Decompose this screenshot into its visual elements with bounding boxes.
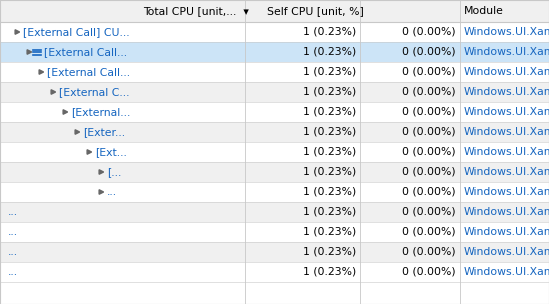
- Bar: [0, 122, 549, 142]
- Text: 0 (0.00%): 0 (0.00%): [402, 47, 456, 57]
- Text: [...: [...: [107, 167, 121, 177]
- Text: 0 (0.00%): 0 (0.00%): [402, 207, 456, 217]
- Bar: [0, 182, 549, 202]
- Text: 1 (0.23%): 1 (0.23%): [302, 247, 356, 257]
- Text: Windows.UI.Xaml....: Windows.UI.Xaml....: [464, 227, 549, 237]
- Bar: [0, 22, 549, 42]
- Text: ...: ...: [8, 247, 18, 257]
- Polygon shape: [87, 150, 92, 154]
- Bar: [0, 0, 549, 22]
- Text: ...: ...: [8, 267, 18, 277]
- Text: ...: ...: [8, 227, 18, 237]
- Text: 1 (0.23%): 1 (0.23%): [302, 47, 356, 57]
- Text: Windows.UI.Xaml....: Windows.UI.Xaml....: [464, 27, 549, 37]
- Text: 1 (0.23%): 1 (0.23%): [302, 207, 356, 217]
- Text: Windows.UI.Xaml....: Windows.UI.Xaml....: [464, 167, 549, 177]
- Text: [External Call...: [External Call...: [47, 67, 130, 77]
- Text: [External Call...: [External Call...: [44, 47, 127, 57]
- Text: 0 (0.00%): 0 (0.00%): [402, 267, 456, 277]
- Text: 1 (0.23%): 1 (0.23%): [302, 27, 356, 37]
- Bar: [0, 42, 549, 62]
- Text: Windows.UI.Xaml....: Windows.UI.Xaml....: [464, 247, 549, 257]
- Polygon shape: [15, 30, 20, 34]
- Text: Windows.UI.Xaml....: Windows.UI.Xaml....: [464, 107, 549, 117]
- Text: 0 (0.00%): 0 (0.00%): [402, 147, 456, 157]
- Polygon shape: [63, 110, 68, 114]
- Text: 1 (0.23%): 1 (0.23%): [302, 107, 356, 117]
- Bar: [0, 262, 549, 282]
- Text: 1 (0.23%): 1 (0.23%): [302, 87, 356, 97]
- Text: [External...: [External...: [71, 107, 130, 117]
- Text: 1 (0.23%): 1 (0.23%): [302, 127, 356, 137]
- Bar: [0, 222, 549, 242]
- Text: 0 (0.00%): 0 (0.00%): [402, 87, 456, 97]
- Text: [External Call] CU...: [External Call] CU...: [23, 27, 130, 37]
- Text: 1 (0.23%): 1 (0.23%): [302, 267, 356, 277]
- Bar: [0, 162, 549, 182]
- Text: [External C...: [External C...: [59, 87, 130, 97]
- Text: Module: Module: [464, 6, 504, 16]
- Polygon shape: [39, 70, 43, 74]
- Bar: [0, 102, 549, 122]
- Text: 1 (0.23%): 1 (0.23%): [302, 67, 356, 77]
- Bar: [0, 142, 549, 162]
- Text: [Exter...: [Exter...: [83, 127, 125, 137]
- Text: Self CPU [unit, %]: Self CPU [unit, %]: [267, 6, 364, 16]
- Text: 0 (0.00%): 0 (0.00%): [402, 107, 456, 117]
- Polygon shape: [51, 90, 55, 94]
- Text: 0 (0.00%): 0 (0.00%): [402, 227, 456, 237]
- Text: 1 (0.23%): 1 (0.23%): [302, 167, 356, 177]
- Bar: [0, 82, 549, 102]
- Text: Windows.UI.Xaml....: Windows.UI.Xaml....: [464, 207, 549, 217]
- Text: Windows.UI.Xaml....: Windows.UI.Xaml....: [464, 187, 549, 197]
- Text: 1 (0.23%): 1 (0.23%): [302, 147, 356, 157]
- Text: Windows.UI.Xaml....: Windows.UI.Xaml....: [464, 87, 549, 97]
- Text: ...: ...: [107, 187, 117, 197]
- Bar: [0, 242, 549, 262]
- Text: 0 (0.00%): 0 (0.00%): [402, 127, 456, 137]
- Text: Windows.UI.Xaml....: Windows.UI.Xaml....: [464, 147, 549, 157]
- Text: Windows.UI.Xaml....: Windows.UI.Xaml....: [464, 127, 549, 137]
- Text: 0 (0.00%): 0 (0.00%): [402, 187, 456, 197]
- Polygon shape: [99, 190, 104, 194]
- Text: Windows.UI.Xaml....: Windows.UI.Xaml....: [464, 47, 549, 57]
- Polygon shape: [75, 130, 80, 134]
- Text: 0 (0.00%): 0 (0.00%): [402, 67, 456, 77]
- Text: Windows.UI.Xaml....: Windows.UI.Xaml....: [464, 67, 549, 77]
- Text: 1 (0.23%): 1 (0.23%): [302, 227, 356, 237]
- Text: Windows.UI.Xaml....: Windows.UI.Xaml....: [464, 267, 549, 277]
- Text: 1 (0.23%): 1 (0.23%): [302, 187, 356, 197]
- Polygon shape: [99, 170, 104, 174]
- Text: 0 (0.00%): 0 (0.00%): [402, 27, 456, 37]
- Polygon shape: [27, 50, 32, 54]
- Bar: [0, 62, 549, 82]
- Bar: [0, 202, 549, 222]
- Text: Total CPU [unit,...  ▾: Total CPU [unit,... ▾: [143, 6, 249, 16]
- Text: 0 (0.00%): 0 (0.00%): [402, 167, 456, 177]
- Text: [Ext...: [Ext...: [95, 147, 127, 157]
- Text: ...: ...: [8, 207, 18, 217]
- Text: 0 (0.00%): 0 (0.00%): [402, 247, 456, 257]
